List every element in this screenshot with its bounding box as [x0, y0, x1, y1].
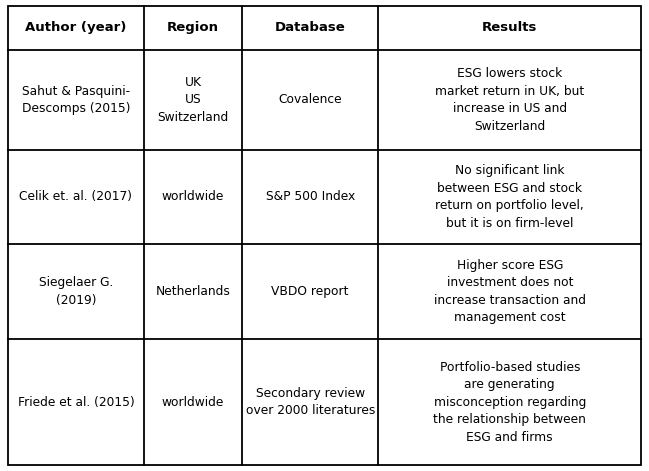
Text: worldwide: worldwide [162, 396, 225, 408]
Text: S&P 500 Index: S&P 500 Index [265, 190, 355, 203]
Text: Database: Database [275, 21, 346, 34]
Text: Celik et. al. (2017): Celik et. al. (2017) [19, 190, 132, 203]
Text: UK
US
Switzerland: UK US Switzerland [158, 76, 228, 124]
Text: Siegelaer G.
(2019): Siegelaer G. (2019) [39, 276, 113, 307]
Text: Portfolio-based studies
are generating
misconception regarding
the relationship : Portfolio-based studies are generating m… [434, 360, 586, 444]
Text: Sahut & Pasquini-
Descomps (2015): Sahut & Pasquini- Descomps (2015) [21, 85, 130, 115]
Text: Region: Region [167, 21, 219, 34]
Text: Netherlands: Netherlands [156, 285, 230, 298]
Text: VBDO report: VBDO report [271, 285, 349, 298]
Text: No significant link
between ESG and stock
return on portfolio level,
but it is o: No significant link between ESG and stoc… [435, 164, 584, 230]
Text: Secondary review
over 2000 literatures: Secondary review over 2000 literatures [245, 387, 375, 417]
Text: Covalence: Covalence [278, 93, 342, 106]
Text: ESG lowers stock
market return in UK, but
increase in US and
Switzerland: ESG lowers stock market return in UK, bu… [435, 67, 584, 133]
Text: Results: Results [482, 21, 537, 34]
Text: Friede et al. (2015): Friede et al. (2015) [18, 396, 134, 408]
Text: Author (year): Author (year) [25, 21, 127, 34]
Text: Higher score ESG
investment does not
increase transaction and
management cost: Higher score ESG investment does not inc… [434, 259, 586, 324]
Text: worldwide: worldwide [162, 190, 225, 203]
